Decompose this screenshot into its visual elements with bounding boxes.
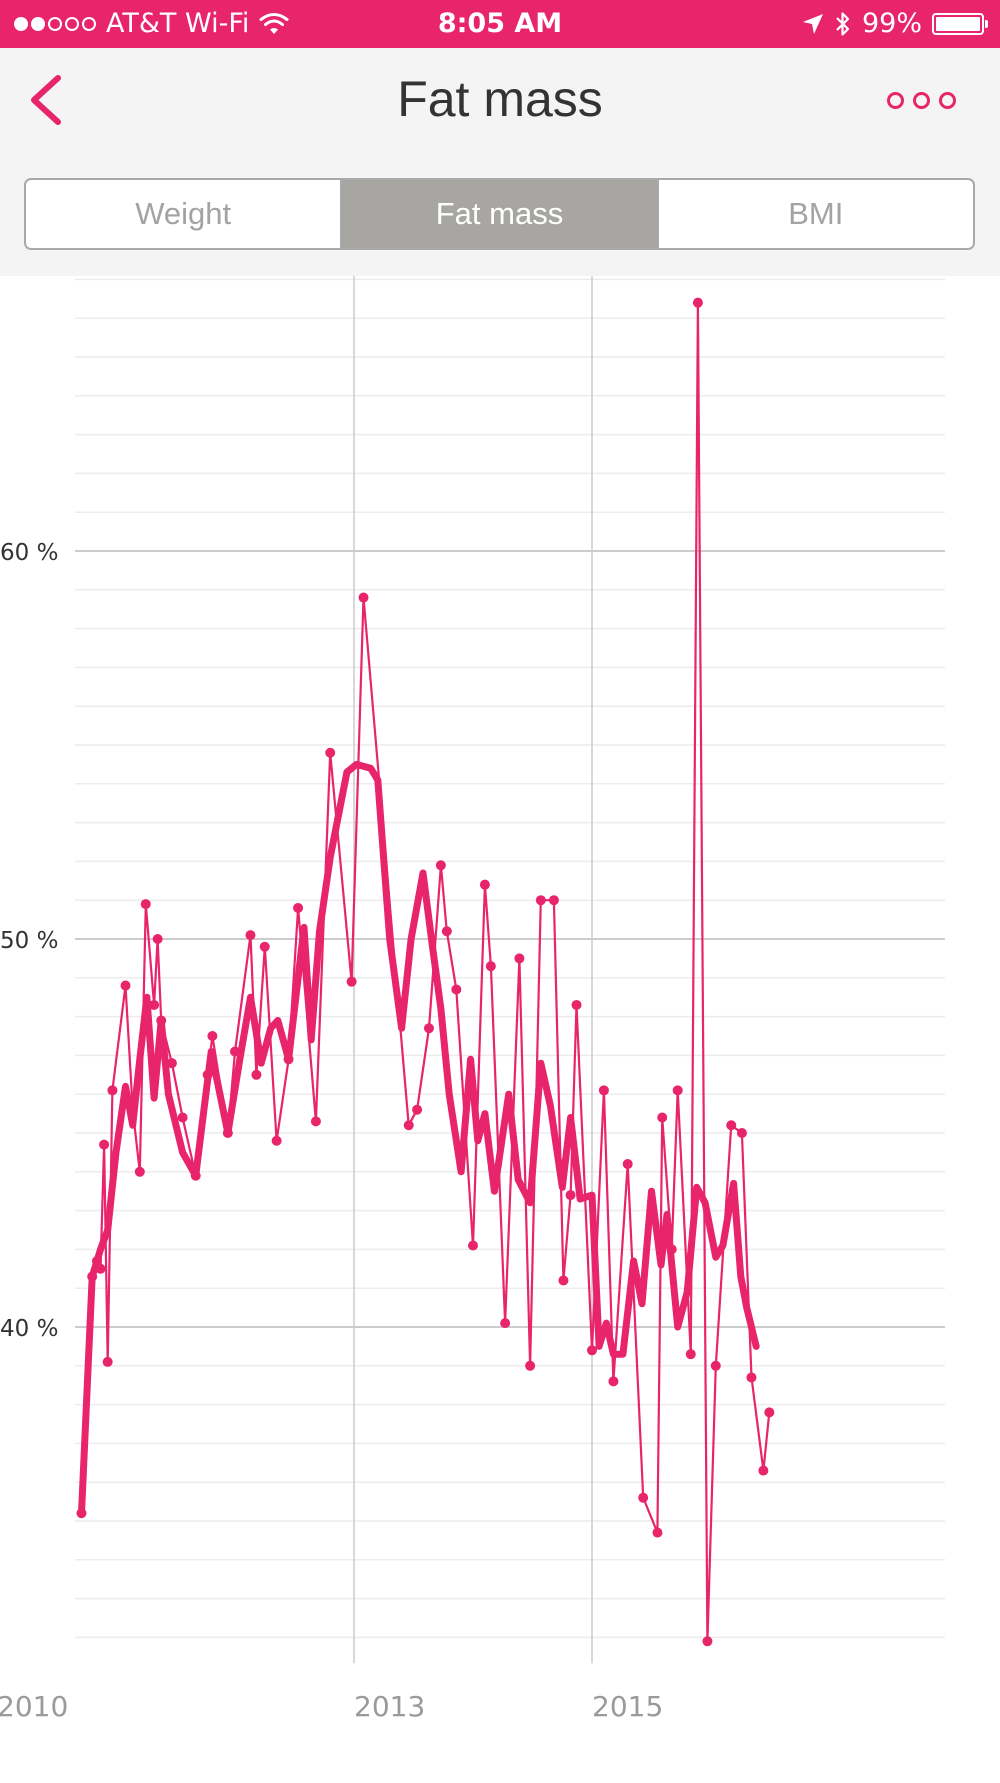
measurement-point: [271, 1135, 282, 1146]
x-tick-label: 2013: [354, 1690, 425, 1723]
measurement-point: [441, 926, 452, 937]
signal-dot: [14, 16, 28, 31]
measurement-point: [622, 1159, 633, 1170]
wifi-icon: [259, 12, 289, 34]
signal-dot: [65, 16, 79, 31]
measurement-point: [207, 1031, 218, 1041]
measurement-point: [346, 976, 357, 987]
fat-mass-chart: 40 % 50 % 60 % 2010 2013 2015: [0, 276, 1000, 1778]
measurement-point: [672, 1085, 683, 1096]
x-tick-label: 2010: [0, 1690, 68, 1723]
measurement-point: [149, 999, 160, 1010]
signal-dot: [48, 16, 62, 31]
measurement-point: [325, 747, 336, 758]
measurement-point: [608, 1376, 619, 1387]
measurement-point: [423, 1023, 434, 1034]
measurement-point: [485, 961, 496, 972]
ellipsis-icon: [913, 92, 930, 109]
signal-dot: [31, 16, 45, 31]
measurement-point: [134, 1166, 145, 1177]
measurement-point: [758, 1465, 769, 1476]
signal-strength-icon: [14, 16, 96, 31]
status-bar: AT&T Wi-Fi 8:05 AM 99%: [0, 0, 1000, 48]
measurement-point: [140, 899, 151, 910]
ellipsis-icon: [887, 92, 904, 109]
more-options-button[interactable]: [887, 92, 956, 109]
measurement-point: [565, 1190, 576, 1201]
measurement-point: [310, 1116, 321, 1127]
y-tick-label: 50 %: [0, 928, 58, 954]
measurement-point: [736, 1128, 747, 1138]
measurement-point: [152, 934, 163, 944]
measurement-point: [652, 1527, 663, 1538]
back-button[interactable]: [22, 72, 72, 128]
x-tick-label: 2015: [592, 1690, 663, 1723]
measurement-point: [251, 1069, 262, 1080]
measurement-point: [685, 1349, 696, 1360]
measurement-point: [479, 879, 490, 890]
carrier-label: AT&T Wi-Fi: [106, 8, 250, 39]
measurement-point: [548, 895, 559, 906]
measurement-point: [764, 1407, 775, 1418]
measurement-point: [403, 1120, 414, 1131]
measurement-point: [746, 1372, 757, 1383]
measurement-point: [500, 1318, 511, 1329]
measurement-line: [80, 301, 771, 1643]
battery-icon: [932, 12, 988, 35]
battery-percent: 99%: [861, 8, 922, 39]
measurement-point: [99, 1139, 110, 1150]
measurement-point: [571, 999, 582, 1010]
measurement-point: [702, 1636, 713, 1647]
location-arrow-icon: [802, 13, 823, 34]
measurement-point: [558, 1275, 569, 1286]
measurement-point: [726, 1120, 737, 1131]
measurement-point: [435, 860, 446, 871]
measurement-point: [102, 1356, 113, 1367]
tab-weight[interactable]: Weight: [135, 196, 232, 231]
measurement-point: [514, 953, 525, 964]
measurement-point: [638, 1492, 649, 1503]
ellipsis-icon: [939, 92, 956, 109]
measurement-point: [120, 980, 131, 991]
trend-line: [78, 760, 760, 1517]
chevron-left-icon: [31, 75, 61, 125]
measurement-point: [358, 592, 369, 603]
measurement-point: [259, 941, 270, 952]
measurement-point: [166, 1058, 177, 1069]
measurement-point: [468, 1240, 478, 1251]
signal-dot: [82, 16, 96, 31]
measurement-point: [657, 1112, 668, 1123]
measurement-point: [412, 1104, 423, 1115]
status-left: AT&T Wi-Fi: [14, 8, 289, 39]
measurement-point: [710, 1360, 721, 1371]
measurement-point: [177, 1112, 188, 1123]
measurement-point: [451, 984, 462, 995]
bluetooth-icon: [836, 11, 850, 36]
page-title: Fat mass: [397, 71, 603, 127]
measurement-point: [245, 930, 256, 941]
measurement-point: [587, 1345, 597, 1356]
nav-bar: Fat mass Weight Fat mass BMI: [0, 48, 1000, 276]
measurement-point: [598, 1085, 609, 1096]
tab-bmi[interactable]: BMI: [656, 180, 973, 248]
measurement-point: [107, 1085, 118, 1096]
y-tick-label: 60 %: [0, 540, 58, 566]
metric-segmented-control: Weight Fat mass BMI: [24, 178, 975, 250]
measurement-point: [293, 902, 304, 913]
tab-fat-mass[interactable]: Fat mass: [340, 180, 657, 248]
chart-svg: 40 % 50 % 60 % 2010 2013 2015: [0, 276, 945, 1723]
measurement-point: [525, 1360, 536, 1371]
measurement-point: [535, 895, 546, 906]
status-right: 99%: [802, 8, 988, 39]
status-time: 8:05 AM: [437, 8, 563, 39]
measurement-point: [692, 297, 703, 308]
y-tick-label: 40 %: [0, 1316, 58, 1342]
